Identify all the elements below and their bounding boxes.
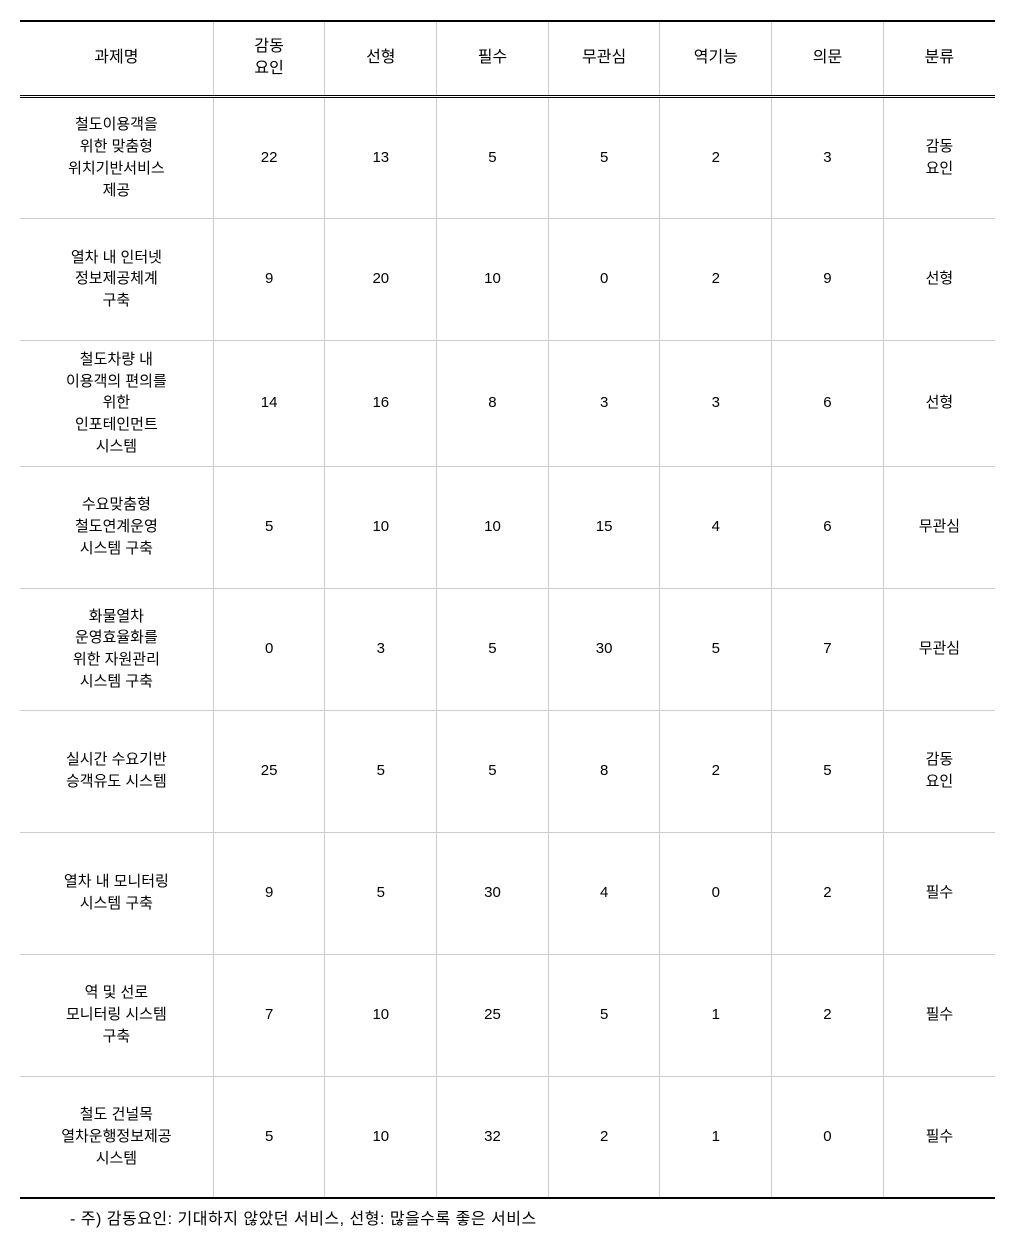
- table-cell-c2: 13: [325, 96, 437, 218]
- table-cell-classify: 감동요인: [883, 710, 995, 832]
- table-cell-name: 열차 내 인터넷정보제공체계구축: [20, 218, 213, 340]
- table-header-c6: 의문: [772, 21, 884, 96]
- table-cell-c2: 5: [325, 710, 437, 832]
- table-cell-c3: 10: [437, 466, 549, 588]
- table-cell-c6: 6: [772, 340, 884, 466]
- table-cell-c2: 5: [325, 832, 437, 954]
- table-cell-name: 철도 건널목열차운행정보제공시스템: [20, 1076, 213, 1198]
- table-header-c3: 필수: [437, 21, 549, 96]
- table-cell-c2: 16: [325, 340, 437, 466]
- table-cell-c1: 9: [213, 832, 325, 954]
- table-header-c1: 감동요인: [213, 21, 325, 96]
- table-cell-c3: 10: [437, 218, 549, 340]
- table-cell-c1: 25: [213, 710, 325, 832]
- table-cell-c3: 5: [437, 588, 549, 710]
- table-header-row: 과제명감동요인선형필수무관심역기능의문분류: [20, 21, 995, 96]
- table-header-name: 과제명: [20, 21, 213, 96]
- table-cell-c6: 5: [772, 710, 884, 832]
- table-cell-c6: 6: [772, 466, 884, 588]
- table-row: 실시간 수요기반승객유도 시스템2555825감동요인: [20, 710, 995, 832]
- table-cell-c3: 32: [437, 1076, 549, 1198]
- table-cell-classify: 무관심: [883, 466, 995, 588]
- table-cell-c3: 5: [437, 96, 549, 218]
- table-cell-c4: 30: [548, 588, 660, 710]
- table-cell-c6: 7: [772, 588, 884, 710]
- table-cell-c3: 30: [437, 832, 549, 954]
- table-cell-c3: 25: [437, 954, 549, 1076]
- table-cell-c2: 10: [325, 954, 437, 1076]
- table-cell-c4: 8: [548, 710, 660, 832]
- table-cell-c2: 10: [325, 1076, 437, 1198]
- table-header-classify: 분류: [883, 21, 995, 96]
- table-cell-c1: 22: [213, 96, 325, 218]
- table-row: 철도 건널목열차운행정보제공시스템51032210필수: [20, 1076, 995, 1198]
- table-header-c2: 선형: [325, 21, 437, 96]
- table-cell-name: 열차 내 모니터링시스템 구축: [20, 832, 213, 954]
- table-cell-name: 화물열차운영효율화를위한 자원관리시스템 구축: [20, 588, 213, 710]
- table-row: 철도이용객을위한 맞춤형위치기반서비스제공22135523감동요인: [20, 96, 995, 218]
- table-cell-c4: 15: [548, 466, 660, 588]
- table-cell-c2: 3: [325, 588, 437, 710]
- table-cell-c4: 3: [548, 340, 660, 466]
- table-cell-c1: 9: [213, 218, 325, 340]
- table-cell-c5: 2: [660, 710, 772, 832]
- table-cell-classify: 필수: [883, 832, 995, 954]
- table-cell-c1: 5: [213, 1076, 325, 1198]
- table-cell-classify: 필수: [883, 954, 995, 1076]
- table-cell-c2: 20: [325, 218, 437, 340]
- table-cell-classify: 무관심: [883, 588, 995, 710]
- table-cell-c2: 10: [325, 466, 437, 588]
- table-cell-c6: 2: [772, 954, 884, 1076]
- table-header-c4: 무관심: [548, 21, 660, 96]
- table-row: 역 및 선로모니터링 시스템구축71025512필수: [20, 954, 995, 1076]
- table-cell-c5: 3: [660, 340, 772, 466]
- table-cell-c5: 2: [660, 218, 772, 340]
- table-cell-name: 실시간 수요기반승객유도 시스템: [20, 710, 213, 832]
- table-head: 과제명감동요인선형필수무관심역기능의문분류: [20, 21, 995, 96]
- table-cell-c6: 0: [772, 1076, 884, 1198]
- table-cell-c4: 5: [548, 954, 660, 1076]
- table-footnote: - 주) 감동요인: 기대하지 않았던 서비스, 선형: 많을수록 좋은 서비스: [20, 1199, 995, 1229]
- table-cell-c6: 2: [772, 832, 884, 954]
- data-table: 과제명감동요인선형필수무관심역기능의문분류 철도이용객을위한 맞춤형위치기반서비…: [20, 20, 995, 1199]
- table-cell-c4: 2: [548, 1076, 660, 1198]
- table-cell-classify: 선형: [883, 340, 995, 466]
- table-cell-c6: 3: [772, 96, 884, 218]
- table-cell-name: 수요맞춤형철도연계운영시스템 구축: [20, 466, 213, 588]
- table-row: 수요맞춤형철도연계운영시스템 구축510101546무관심: [20, 466, 995, 588]
- table-cell-name: 철도이용객을위한 맞춤형위치기반서비스제공: [20, 96, 213, 218]
- table-cell-c1: 0: [213, 588, 325, 710]
- table-cell-c5: 2: [660, 96, 772, 218]
- table-cell-c4: 5: [548, 96, 660, 218]
- table-cell-c3: 8: [437, 340, 549, 466]
- table-row: 열차 내 인터넷정보제공체계구축92010029선형: [20, 218, 995, 340]
- table-cell-c5: 4: [660, 466, 772, 588]
- table-cell-c1: 14: [213, 340, 325, 466]
- table-cell-name: 철도차량 내이용객의 편의를위한인포테인먼트시스템: [20, 340, 213, 466]
- table-row: 화물열차운영효율화를위한 자원관리시스템 구축0353057무관심: [20, 588, 995, 710]
- table-cell-c5: 1: [660, 954, 772, 1076]
- table-row: 열차 내 모니터링시스템 구축9530402필수: [20, 832, 995, 954]
- table-cell-c5: 0: [660, 832, 772, 954]
- table-cell-c1: 5: [213, 466, 325, 588]
- table-cell-c3: 5: [437, 710, 549, 832]
- table-cell-classify: 감동요인: [883, 96, 995, 218]
- table-row: 철도차량 내이용객의 편의를위한인포테인먼트시스템14168336선형: [20, 340, 995, 466]
- table-cell-classify: 선형: [883, 218, 995, 340]
- table-cell-c5: 5: [660, 588, 772, 710]
- data-table-container: 과제명감동요인선형필수무관심역기능의문분류 철도이용객을위한 맞춤형위치기반서비…: [20, 20, 995, 1199]
- table-cell-c4: 4: [548, 832, 660, 954]
- table-body: 철도이용객을위한 맞춤형위치기반서비스제공22135523감동요인열차 내 인터…: [20, 96, 995, 1198]
- table-cell-c4: 0: [548, 218, 660, 340]
- table-cell-classify: 필수: [883, 1076, 995, 1198]
- table-cell-c1: 7: [213, 954, 325, 1076]
- table-cell-name: 역 및 선로모니터링 시스템구축: [20, 954, 213, 1076]
- table-header-c5: 역기능: [660, 21, 772, 96]
- table-cell-c6: 9: [772, 218, 884, 340]
- table-cell-c5: 1: [660, 1076, 772, 1198]
